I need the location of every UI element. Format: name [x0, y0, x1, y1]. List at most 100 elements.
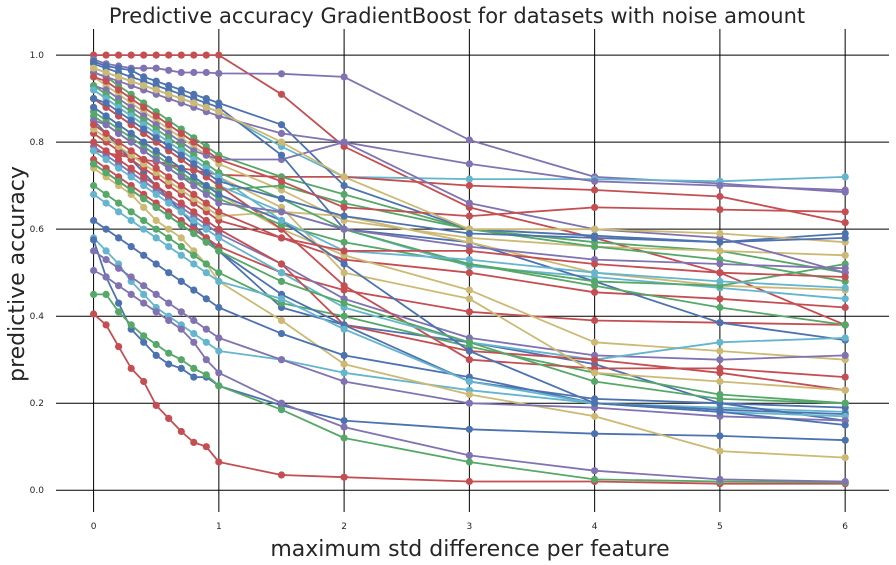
data-point — [591, 225, 599, 233]
y-tick-label: 0.0 — [30, 486, 45, 496]
data-point — [177, 182, 185, 190]
y-tick-label: 0.8 — [30, 138, 45, 148]
data-point — [202, 371, 210, 379]
data-point — [102, 99, 110, 107]
data-point — [465, 425, 473, 433]
data-point — [277, 151, 286, 159]
data-point — [115, 155, 123, 164]
data-point — [165, 142, 173, 151]
data-point — [140, 195, 148, 203]
data-point — [202, 147, 210, 155]
data-point — [177, 234, 185, 242]
data-point — [127, 273, 135, 281]
data-point — [190, 316, 198, 325]
data-point — [90, 216, 98, 225]
y-tick-label: 0.4 — [30, 312, 45, 322]
x-tick-label: 2 — [341, 522, 347, 532]
data-point — [165, 212, 173, 220]
data-point — [277, 195, 286, 203]
data-point — [177, 427, 185, 436]
data-point — [340, 473, 348, 481]
data-point — [140, 103, 148, 111]
data-point — [140, 147, 148, 155]
data-point — [152, 308, 160, 316]
data-point — [127, 321, 135, 329]
data-point — [465, 338, 473, 346]
data-point — [177, 364, 185, 372]
data-point — [152, 164, 160, 172]
data-point — [465, 247, 473, 255]
y-axis-label: predictive accuracy — [5, 166, 30, 382]
data-point — [190, 68, 198, 77]
data-point — [190, 330, 198, 338]
data-point — [202, 199, 210, 207]
data-point — [140, 138, 148, 146]
data-point — [841, 251, 849, 259]
data-point — [152, 64, 160, 72]
data-point — [277, 269, 286, 277]
data-point — [140, 377, 148, 386]
x-tick-label: 1 — [216, 522, 222, 532]
data-point — [215, 234, 223, 242]
x-tick-label: 6 — [842, 522, 848, 532]
data-point — [277, 406, 286, 414]
data-point — [591, 177, 599, 185]
data-point — [340, 351, 348, 359]
data-point — [215, 334, 223, 342]
data-point — [277, 121, 286, 129]
data-point — [102, 199, 110, 207]
series-35 — [90, 73, 849, 220]
data-point — [465, 458, 473, 466]
series-33 — [90, 247, 849, 425]
data-point — [102, 321, 110, 329]
data-point — [190, 216, 198, 225]
data-point — [127, 138, 135, 146]
data-point — [127, 173, 135, 181]
data-point — [165, 269, 173, 277]
data-point — [591, 356, 599, 364]
data-point — [177, 129, 185, 137]
data-point — [340, 182, 348, 190]
data-point — [140, 338, 148, 346]
data-point — [340, 434, 348, 442]
data-point — [140, 332, 148, 340]
data-point — [127, 208, 135, 216]
data-point — [190, 286, 198, 294]
data-point — [115, 129, 123, 137]
data-point — [277, 90, 286, 98]
data-point — [140, 64, 148, 72]
data-point — [115, 108, 123, 116]
data-point — [277, 260, 286, 268]
data-point — [177, 221, 185, 229]
data-point — [102, 121, 110, 129]
data-point — [716, 229, 724, 238]
y-tick-label: 0.6 — [30, 225, 45, 235]
data-point — [591, 186, 599, 194]
data-point — [115, 308, 123, 316]
data-point — [716, 319, 724, 327]
data-point — [277, 295, 286, 303]
data-point — [841, 373, 849, 381]
series-36 — [90, 103, 849, 429]
data-point — [841, 234, 849, 242]
data-point — [340, 238, 348, 246]
data-point — [215, 177, 223, 185]
data-point — [115, 208, 123, 216]
data-point — [102, 129, 110, 137]
data-point — [127, 95, 135, 103]
data-point — [340, 417, 348, 425]
data-point — [716, 408, 724, 416]
data-point — [202, 51, 210, 59]
data-point — [177, 151, 185, 159]
data-point — [90, 266, 98, 275]
data-point — [115, 299, 123, 307]
data-point — [115, 121, 123, 129]
data-point — [465, 295, 473, 303]
series-5 — [90, 290, 849, 486]
data-point — [190, 260, 198, 268]
data-point — [140, 203, 148, 211]
data-point — [152, 182, 160, 190]
data-point — [841, 436, 849, 444]
data-point — [202, 68, 210, 77]
data-point — [102, 256, 110, 264]
